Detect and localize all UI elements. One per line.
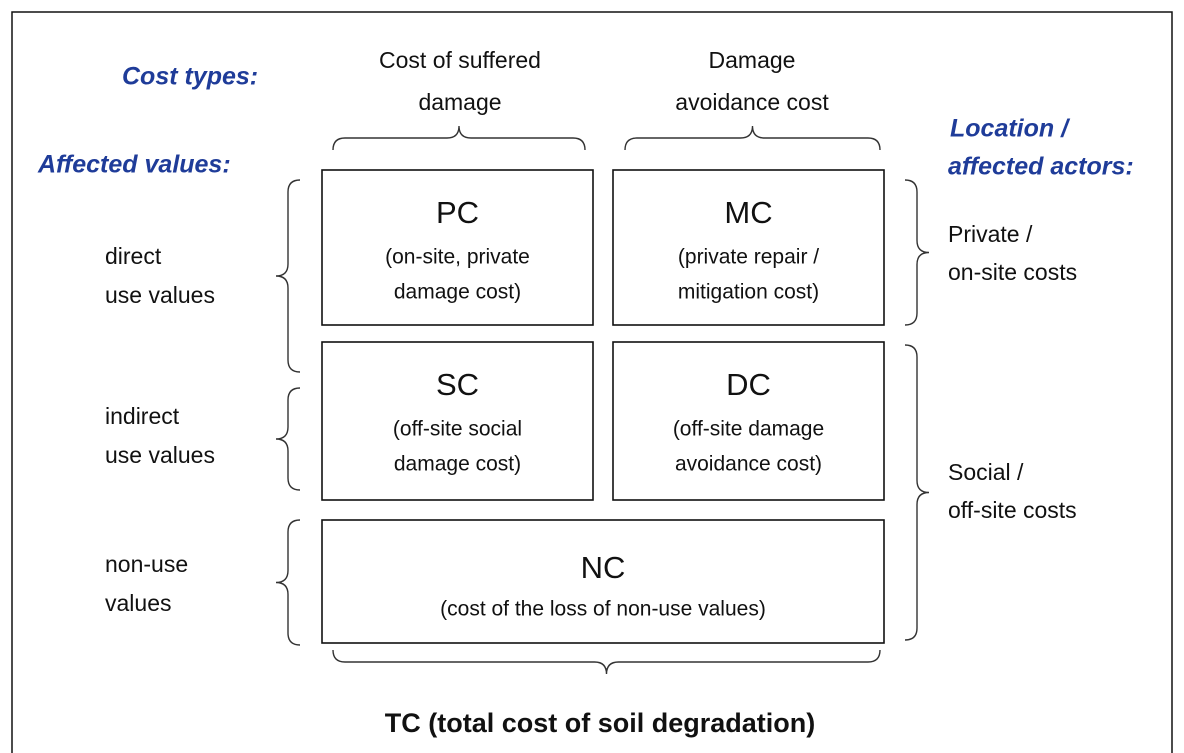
box-description: (cost of the loss of non-use values) [440, 598, 766, 621]
frame [11, 11, 1173, 753]
actor-label: on-site costs [948, 259, 1077, 285]
brace [275, 179, 301, 373]
row-label: direct [105, 243, 162, 269]
location-label: affected actors: [948, 153, 1134, 181]
row-label: use values [105, 442, 215, 468]
box-description: (off-site damage [673, 418, 824, 441]
cost-types-label: Cost types: [122, 63, 258, 91]
box-description: mitigation cost) [678, 281, 819, 304]
box-description: (private repair / [678, 246, 819, 269]
actor-label: Private / [948, 221, 1033, 247]
box-code: NC [581, 550, 626, 585]
box-description: avoidance cost) [675, 453, 822, 476]
total-label: TC (total cost of soil degradation) [385, 708, 816, 738]
box-description: damage cost) [394, 453, 521, 476]
box-description: damage cost) [394, 281, 521, 304]
cost-box [321, 341, 594, 501]
box-code: DC [726, 367, 771, 402]
cost-box [321, 169, 594, 326]
location-label: Location / [950, 115, 1071, 143]
box-code: PC [436, 195, 479, 230]
row-label: use values [105, 282, 215, 308]
box-code: SC [436, 367, 479, 402]
row-label: indirect [105, 403, 180, 429]
cost-box [321, 519, 885, 644]
box-code: MC [724, 195, 772, 230]
affected-values-label: Affected values: [37, 151, 231, 179]
row-label: non-use [105, 551, 188, 577]
brace [904, 344, 930, 641]
brace [275, 519, 301, 646]
column-header: avoidance cost [675, 89, 829, 115]
cost-box [612, 169, 885, 326]
box-description: (off-site social [393, 418, 522, 441]
column-header: damage [418, 89, 501, 115]
actor-label: off-site costs [948, 497, 1077, 523]
cost-box [612, 341, 885, 501]
actor-label: Social / [948, 459, 1024, 485]
brace [904, 179, 930, 326]
brace [332, 125, 586, 151]
brace [624, 125, 881, 151]
column-header: Cost of suffered [379, 47, 541, 73]
row-label: values [105, 590, 171, 616]
box-description: (on-site, private [385, 246, 530, 269]
brace [275, 387, 301, 491]
brace [332, 649, 881, 675]
column-header: Damage [709, 47, 796, 73]
